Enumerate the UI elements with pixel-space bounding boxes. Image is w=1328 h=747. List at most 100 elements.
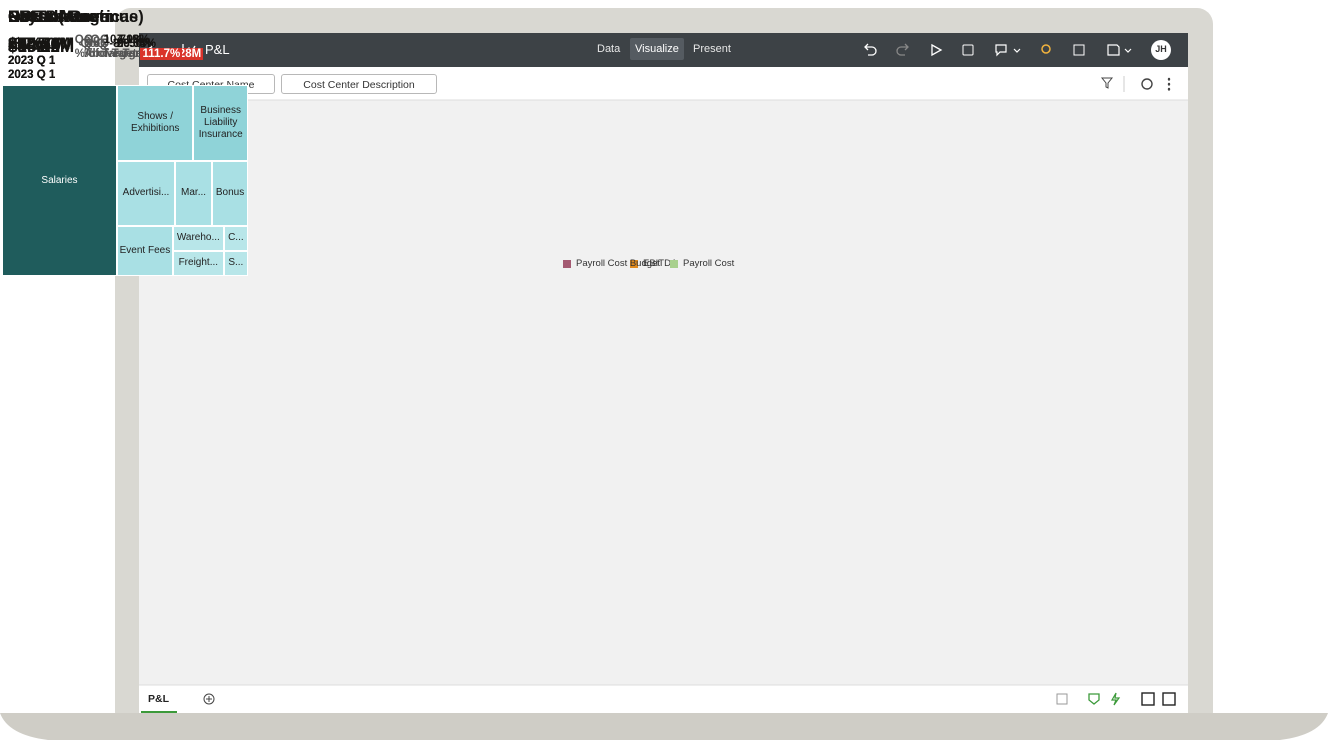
redo-button[interactable]: [896, 43, 909, 56]
workbook-title: P&L: [205, 42, 230, 57]
kpi-period: 2023 Q 1: [8, 55, 56, 67]
panel-left-button[interactable]: [1141, 692, 1155, 706]
legend: EBITDA: [20, 258, 1320, 269]
treemap-cell: Bonus: [212, 161, 248, 226]
legend-item: Payroll Cost: [670, 258, 777, 269]
kpi-metrics: QoQ -66.08%: [84, 38, 156, 50]
filter-status[interactable]: [1088, 693, 1100, 705]
treemap-cell: Shows / Exhibitions: [116, 85, 194, 162]
legend-item: EBITDA: [630, 258, 710, 269]
panel-right-button[interactable]: [1162, 692, 1176, 706]
treemap-cell: Event Fees: [116, 225, 173, 276]
kpi-value: $25.36M: [8, 34, 75, 53]
metric: % of Target 111.7%: [75, 48, 183, 60]
metric-value: -87.50%: [109, 38, 153, 50]
metric-value: -7.08%: [113, 34, 150, 46]
legend-label: Payroll Cost: [683, 258, 735, 269]
card-title: OPEX (Americas): [8, 8, 144, 26]
kpi-period: 2023 Q 1: [8, 69, 56, 81]
insights-button[interactable]: [1041, 44, 1051, 54]
treemap-cell: C...: [223, 225, 248, 251]
comments-button[interactable]: [995, 44, 1021, 57]
kpi-value: $10.50M: [8, 34, 75, 53]
kpi-period: 2023 Q 1: [8, 55, 56, 67]
legend-label: Payroll Cost Budget: [576, 258, 660, 269]
tab[interactable]: Present: [693, 43, 731, 55]
layout-button[interactable]: [1056, 693, 1068, 705]
export-button[interactable]: [1073, 44, 1085, 56]
laptop-base: [0, 713, 1328, 740]
card-title: Revenue: [8, 8, 77, 26]
settings-button[interactable]: [1141, 78, 1153, 90]
metric-label: QoQ: [84, 38, 110, 50]
metric: QoQ -4.08%: [84, 34, 186, 46]
kpi: $10.50M QoQ -66.08%: [8, 34, 156, 54]
card-title: EBITDA: [8, 8, 70, 26]
legend-swatch: [563, 259, 571, 268]
metric-label: QoQ: [84, 34, 110, 46]
tab-bar: [139, 685, 1188, 713]
undo-button[interactable]: [864, 43, 877, 56]
metric: QoQ -29.64%: [84, 38, 156, 50]
add-icon: [206, 696, 212, 702]
legend-items: Payroll Cost Budget Payroll Cost: [20, 258, 1320, 269]
save-button[interactable]: [1107, 44, 1132, 56]
legend-label: EBITDA: [643, 258, 678, 269]
refresh-button[interactable]: [962, 44, 974, 56]
kpi-value: $9.43M: [8, 37, 65, 56]
metric-value: 111.7%: [140, 48, 183, 60]
treemap-cell: Wareho...: [172, 225, 224, 251]
tab[interactable]: Visualize: [630, 38, 684, 60]
card-title: Payroll Cost: [8, 8, 105, 26]
kpi-value: -$7.50M: [8, 34, 71, 53]
treemap-cell: S...: [223, 250, 248, 276]
legend-items: EBITDA: [20, 258, 1320, 269]
metric-value: -4.08%: [113, 34, 150, 46]
kpi: $9.43M QoQ 10.71% % of Target 111.7%: [8, 34, 183, 60]
sheet-tab[interactable]: P&L: [148, 693, 169, 705]
metric-label: QoQ: [80, 38, 106, 50]
kpi-value: $181.2M: [8, 37, 75, 56]
metric: QoQ 10.71%: [75, 34, 183, 46]
kpi-period: 2023 Q 1: [8, 55, 56, 67]
kpi: 25%: [8, 34, 52, 54]
filter-chip[interactable]: Cost Center Description: [281, 74, 437, 94]
card-title: Gross Margin: [8, 8, 115, 26]
avatar[interactable]: [1151, 40, 1171, 60]
filter-button[interactable]: [1100, 77, 1114, 89]
card-title: Net Income: [8, 8, 97, 26]
metric-value: -29.64%: [113, 38, 156, 50]
metric-value: -66.08%: [113, 38, 156, 50]
kpi-period: 2023 Q 1: [8, 69, 56, 81]
tab[interactable]: Data: [597, 43, 621, 55]
metric: QoQ -87.50%: [80, 38, 152, 50]
treemap-cell: Salaries: [2, 85, 117, 276]
avatar-initials: JH: [1155, 44, 1167, 54]
metric-label: QoQ: [84, 34, 110, 46]
kpi-metrics: QoQ -29.64%: [84, 38, 156, 50]
kpi-period: 2023 Q 1: [8, 55, 56, 67]
legend-swatch: [630, 259, 638, 268]
card-title: Cost of Revenue: [8, 8, 139, 26]
kpi-value: $90.41M: [8, 34, 75, 53]
auto-apply[interactable]: [1110, 692, 1121, 706]
metric-label: QoQ: [84, 38, 110, 50]
play-button[interactable]: [931, 43, 943, 57]
screen: [139, 33, 1188, 713]
legend: Payroll Cost Budget Payroll Cost: [20, 258, 1320, 269]
metric: QoQ -66.08%: [84, 38, 156, 50]
add-sheet-button[interactable]: [203, 693, 215, 705]
metric: QoQ -7.08%: [84, 34, 203, 46]
treemap-cell: Business Liability Insurance: [193, 85, 248, 162]
kpi: $90.41M QoQ -29.64%: [8, 34, 156, 54]
metric-label: Above Target: [84, 48, 157, 60]
treemap-cell: Advertisi...: [116, 161, 176, 226]
kpi-metrics: QoQ -87.50%: [80, 38, 152, 50]
kpi-metrics: QoQ 10.71% % of Target 111.7%: [75, 34, 183, 60]
legend-swatch: [670, 259, 678, 268]
metric-value: 10.71%: [103, 34, 143, 46]
metric-label: % of Target: [74, 48, 137, 60]
